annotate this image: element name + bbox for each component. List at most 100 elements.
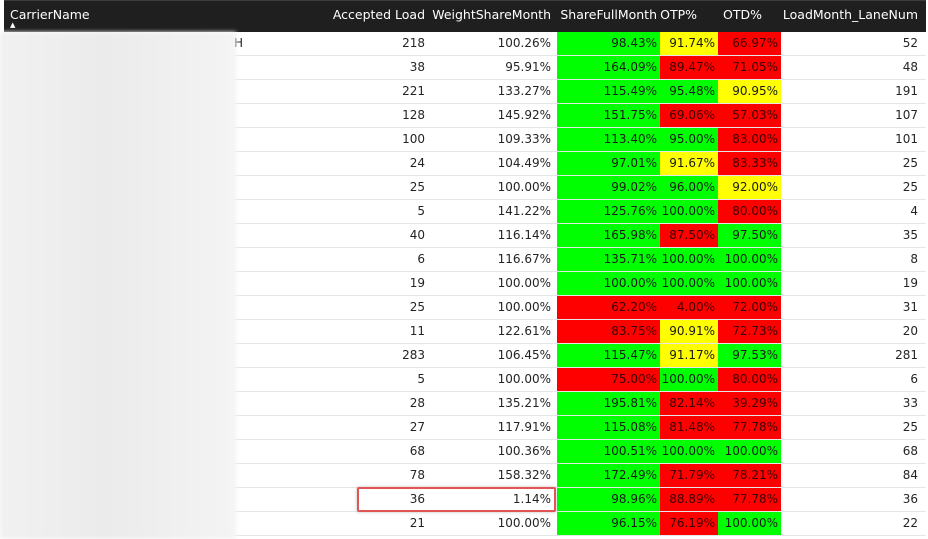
sort-ascending-icon[interactable]: ▲	[10, 21, 16, 29]
weight-share-month-cell: 100.00%	[497, 372, 551, 386]
column-header-otp[interactable]: OTP%	[660, 7, 697, 22]
lane-num-cell: 48	[902, 60, 918, 74]
table-row[interactable]: 36 1.14% 98.96% 88.89% 77.78% 36	[4, 488, 926, 512]
table-row[interactable]: 25 100.00% 99.02% 96.00% 92.00% 25	[4, 176, 926, 200]
column-header-carrier-name[interactable]: CarrierName	[10, 7, 90, 22]
table-row[interactable]: 28 135.21% 195.81% 82.14% 39.29% 33	[4, 392, 926, 416]
otp-cell: 76.19%	[660, 512, 718, 535]
weight-share-month-cell: 100.36%	[497, 444, 551, 458]
otd-cell: 97.50%	[718, 224, 781, 247]
otp-cell: 95.48%	[660, 80, 718, 103]
accepted-load-cell: 38	[409, 60, 425, 74]
table-row[interactable]: H 218 100.26% 98.43% 91.74% 66.97% 52	[4, 32, 926, 56]
otp-cell: 96.00%	[660, 176, 718, 199]
otd-cell: 77.78%	[718, 488, 781, 511]
otp-cell: 90.91%	[660, 320, 718, 343]
weight-share-month-cell: 104.49%	[497, 156, 551, 170]
table-row[interactable]: 68 100.36% 100.51% 100.00% 100.00% 68	[4, 440, 926, 464]
accepted-load-cell: 78	[409, 468, 425, 482]
otd-cell: 100.00%	[718, 272, 781, 295]
table-row[interactable]: 221 133.27% 115.49% 95.48% 90.95% 191	[4, 80, 926, 104]
otp-cell: 100.00%	[660, 248, 718, 271]
column-header-weight-share-month[interactable]: WeightShareMonth	[432, 7, 551, 22]
accepted-load-cell: 25	[409, 300, 425, 314]
otp-cell: 100.00%	[660, 440, 718, 463]
share-full-month-cell: 100.00%	[557, 272, 660, 295]
otd-cell: 77.78%	[718, 416, 781, 439]
share-full-month-cell: 96.15%	[557, 512, 660, 535]
carrier-table: CarrierName ▲ Accepted Load WeightShareM…	[4, 0, 926, 536]
weight-share-month-cell: 95.91%	[505, 60, 551, 74]
weight-share-month-cell: 100.00%	[497, 276, 551, 290]
otd-cell: 72.00%	[718, 296, 781, 319]
table-row[interactable]: 38 95.91% 164.09% 89.47% 71.05% 48	[4, 56, 926, 80]
table-row[interactable]: 283 106.45% 115.47% 91.17% 97.53% 281	[4, 344, 926, 368]
otd-cell: 83.33%	[718, 152, 781, 175]
table-row[interactable]: 100 109.33% 113.40% 95.00% 83.00% 101	[4, 128, 926, 152]
share-full-month-cell: 62.20%	[557, 296, 660, 319]
table-row[interactable]: 6 116.67% 135.71% 100.00% 100.00% 8	[4, 248, 926, 272]
share-full-month-cell: 115.08%	[557, 416, 660, 439]
lane-num-cell: 25	[902, 420, 918, 434]
accepted-load-cell: 25	[409, 180, 425, 194]
otp-cell: 82.14%	[660, 392, 718, 415]
otp-cell: 4.00%	[660, 296, 718, 319]
otp-cell: 71.79%	[660, 464, 718, 487]
lane-num-cell: 19	[902, 276, 918, 290]
otp-cell: 81.48%	[660, 416, 718, 439]
otd-cell: 90.95%	[718, 80, 781, 103]
otp-cell: 69.06%	[660, 104, 718, 127]
weight-share-month-cell: 116.67%	[497, 252, 551, 266]
otd-cell: 97.53%	[718, 344, 781, 367]
table-header: CarrierName ▲ Accepted Load WeightShareM…	[4, 0, 926, 32]
otd-cell: 100.00%	[718, 440, 781, 463]
otp-cell: 95.00%	[660, 128, 718, 151]
lane-num-cell: 20	[902, 324, 918, 338]
table-row[interactable]: 21 100.00% 96.15% 76.19% 100.00% 22	[4, 512, 926, 536]
accepted-load-cell: 19	[409, 276, 425, 290]
table-row[interactable]: 25 100.00% 62.20% 4.00% 72.00% 31	[4, 296, 926, 320]
share-full-month-cell: 115.49%	[557, 80, 660, 103]
column-header-lane-num[interactable]: LoadMonth_LaneNum	[782, 7, 918, 22]
table-row[interactable]: 27 117.91% 115.08% 81.48% 77.78% 25	[4, 416, 926, 440]
accepted-load-cell: 11	[409, 324, 425, 338]
table-row[interactable]: 24 104.49% 97.01% 91.67% 83.33% 25	[4, 152, 926, 176]
column-header-otd[interactable]: OTD%	[723, 7, 762, 22]
share-full-month-cell: 165.98%	[557, 224, 660, 247]
accepted-load-cell: 36	[409, 492, 425, 506]
table-row[interactable]: 128 145.92% 151.75% 69.06% 57.03% 107	[4, 104, 926, 128]
table-body: H 218 100.26% 98.43% 91.74% 66.97% 52 38 95.91% 1…	[4, 32, 926, 536]
accepted-load-cell: 40	[409, 228, 425, 242]
weight-share-month-cell: 106.45%	[497, 348, 551, 362]
lane-num-cell: 36	[902, 492, 918, 506]
accepted-load-cell: 221	[402, 84, 425, 98]
share-full-month-cell: 164.09%	[557, 56, 660, 79]
weight-share-month-cell: 116.14%	[497, 228, 551, 242]
table-row[interactable]: 78 158.32% 172.49% 71.79% 78.21% 84	[4, 464, 926, 488]
otd-cell: 72.73%	[718, 320, 781, 343]
table-row[interactable]: 40 116.14% 165.98% 87.50% 97.50% 35	[4, 224, 926, 248]
lane-num-cell: 33	[902, 396, 918, 410]
weight-share-month-cell: 109.33%	[497, 132, 551, 146]
table-row[interactable]: 19 100.00% 100.00% 100.00% 100.00% 19	[4, 272, 926, 296]
share-full-month-cell: 125.76%	[557, 200, 660, 223]
lane-num-cell: 25	[902, 180, 918, 194]
carrier-name-fragment: H	[234, 36, 244, 50]
accepted-load-cell: 27	[409, 420, 425, 434]
share-full-month-cell: 98.43%	[557, 32, 660, 55]
weight-share-month-cell: 133.27%	[497, 84, 551, 98]
otd-cell: 100.00%	[718, 512, 781, 535]
accepted-load-cell: 5	[417, 372, 425, 386]
otd-cell: 57.03%	[718, 104, 781, 127]
accepted-load-cell: 28	[409, 396, 425, 410]
column-header-accepted-load[interactable]: Accepted Load	[332, 7, 425, 22]
table-row[interactable]: 5 141.22% 125.76% 100.00% 80.00% 4	[4, 200, 926, 224]
table-row[interactable]: 11 122.61% 83.75% 90.91% 72.73% 20	[4, 320, 926, 344]
otp-cell: 91.74%	[660, 32, 718, 55]
otd-cell: 83.00%	[718, 128, 781, 151]
share-full-month-cell: 100.51%	[557, 440, 660, 463]
lane-num-cell: 8	[910, 252, 918, 266]
column-header-share-full-month[interactable]: ShareFullMonth	[560, 7, 657, 22]
table-row[interactable]: 5 100.00% 75.00% 100.00% 80.00% 6	[4, 368, 926, 392]
lane-num-cell: 22	[902, 516, 918, 530]
